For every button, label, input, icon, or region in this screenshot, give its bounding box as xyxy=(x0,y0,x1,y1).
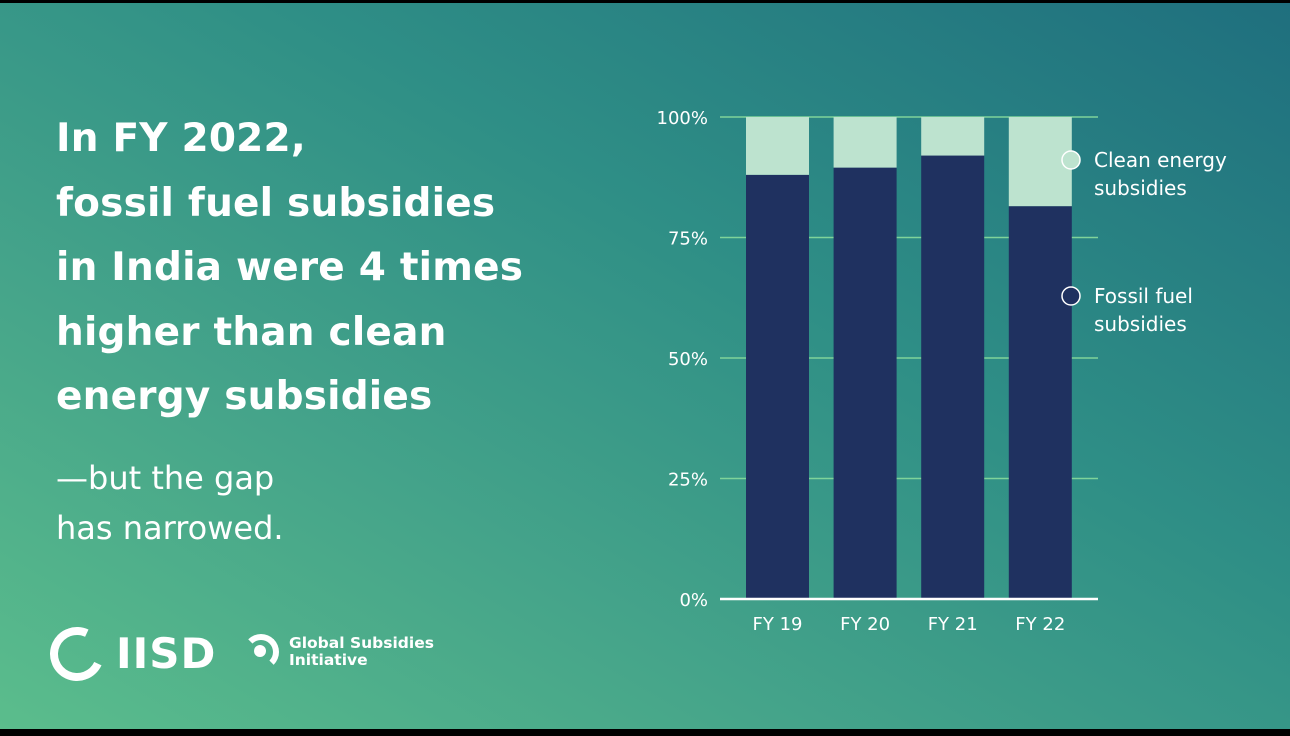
headline-line-2: fossil fuel subsidies xyxy=(56,180,496,226)
stacked-bar-chart: 0% 25% 50% 75% 100% FY 19 FY 20 FY 21 FY 22 Clean… xyxy=(657,108,1227,635)
subheadline-line-2: has narrowed. xyxy=(56,509,284,547)
bar-clean-fy20 xyxy=(833,117,897,168)
gsi-logo: Global Subsidies Initiative xyxy=(243,634,434,670)
gsi-logo-text: Global Subsidies Initiative xyxy=(289,635,434,669)
legend-fossil-label-2: subsidies xyxy=(1094,312,1187,336)
bar-fossil-fy22 xyxy=(1008,206,1072,600)
legend-fossil-label-1: Fossil fuel xyxy=(1094,284,1193,308)
iisd-ring-icon xyxy=(42,619,112,689)
x-tick-label-3: FY 22 xyxy=(1015,614,1065,635)
x-tick-label-0: FY 19 xyxy=(753,614,803,635)
bar-clean-fy19 xyxy=(746,117,809,175)
bar-clean-fy21 xyxy=(921,117,985,156)
y-tick-label-2: 50% xyxy=(668,349,708,370)
headline: In FY 2022, fossil fuel subsidies in Ind… xyxy=(56,107,576,430)
headline-line-4: higher than clean xyxy=(56,309,447,355)
bar-fossil-fy20 xyxy=(833,167,897,600)
y-tick-label-1: 25% xyxy=(668,470,708,491)
x-tick-label-2: FY 21 xyxy=(928,614,978,635)
gsi-logo-line-2: Initiative xyxy=(289,651,368,669)
y-tick-label-3: 75% xyxy=(668,229,708,250)
bar-fossil-fy21 xyxy=(921,155,985,599)
legend-clean-label-2: subsidies xyxy=(1094,176,1187,200)
subheadline-line-1: —but the gap xyxy=(56,459,275,497)
gsi-logo-line-1: Global Subsidies xyxy=(289,634,434,652)
y-tick-label-0: 0% xyxy=(679,590,708,611)
x-tick-label-1: FY 20 xyxy=(840,614,890,635)
bar-clean-fy22 xyxy=(1008,117,1072,207)
headline-line-3: in India were 4 times xyxy=(56,245,524,290)
subheadline: —but the gap has narrowed. xyxy=(56,453,284,553)
legend-fossil-marker xyxy=(1061,286,1081,306)
gsi-mark-icon xyxy=(243,634,279,670)
bar-fossil-fy19 xyxy=(746,174,809,599)
headline-line-5: energy subsidies xyxy=(56,374,433,419)
y-tick-label-4: 100% xyxy=(657,108,708,129)
iisd-logo-text: IISD xyxy=(116,629,217,678)
legend-clean-marker xyxy=(1061,150,1081,170)
iisd-logo: IISD xyxy=(42,619,217,689)
legend-clean-label-1: Clean energy xyxy=(1094,148,1227,172)
infographic-card: In FY 2022, fossil fuel subsidies in Ind… xyxy=(0,3,1290,729)
headline-line-1: In FY 2022, xyxy=(56,116,306,161)
